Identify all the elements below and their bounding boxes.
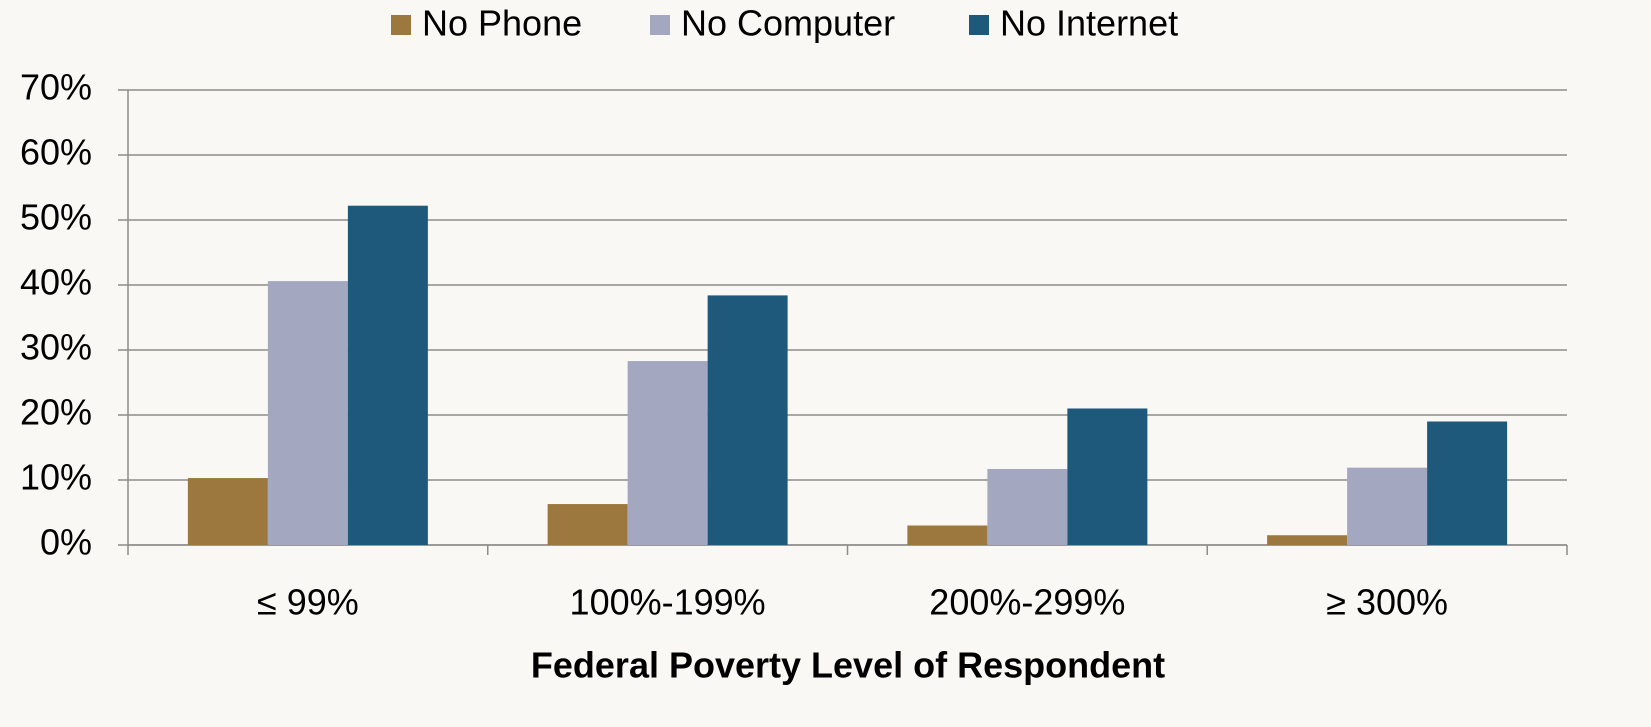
y-tick-label: 40%	[20, 262, 92, 303]
y-tick-label: 30%	[20, 327, 92, 368]
x-tick-label: 200%-299%	[929, 582, 1125, 623]
y-tick-label: 0%	[40, 522, 92, 563]
bar	[187, 478, 268, 545]
y-tick-label: 50%	[20, 197, 92, 238]
bar	[1067, 408, 1148, 545]
bar	[1427, 421, 1508, 545]
x-tick-label: 100%-199%	[570, 582, 766, 623]
bar	[1267, 535, 1348, 545]
x-tick-label: ≥ 300%	[1326, 582, 1448, 623]
bar	[547, 504, 628, 545]
bar	[267, 281, 348, 545]
bar	[987, 468, 1068, 545]
legend-label: No Phone	[422, 3, 582, 44]
y-tick-label: 60%	[20, 132, 92, 173]
legend-label: No Computer	[681, 3, 895, 44]
legend-swatch	[391, 15, 411, 35]
bar	[707, 295, 788, 545]
legend-swatch	[969, 15, 989, 35]
bar	[907, 525, 988, 545]
y-tick-label: 10%	[20, 457, 92, 498]
y-tick-label: 70%	[20, 67, 92, 108]
bar	[347, 205, 428, 545]
y-tick-label: 20%	[20, 392, 92, 433]
x-tick-label: ≤ 99%	[257, 582, 359, 623]
bar	[1347, 467, 1428, 545]
legend-swatch	[650, 15, 670, 35]
legend-label: No Internet	[1000, 3, 1178, 44]
bar	[627, 361, 708, 545]
x-axis-title: Federal Poverty Level of Respondent	[531, 645, 1165, 686]
